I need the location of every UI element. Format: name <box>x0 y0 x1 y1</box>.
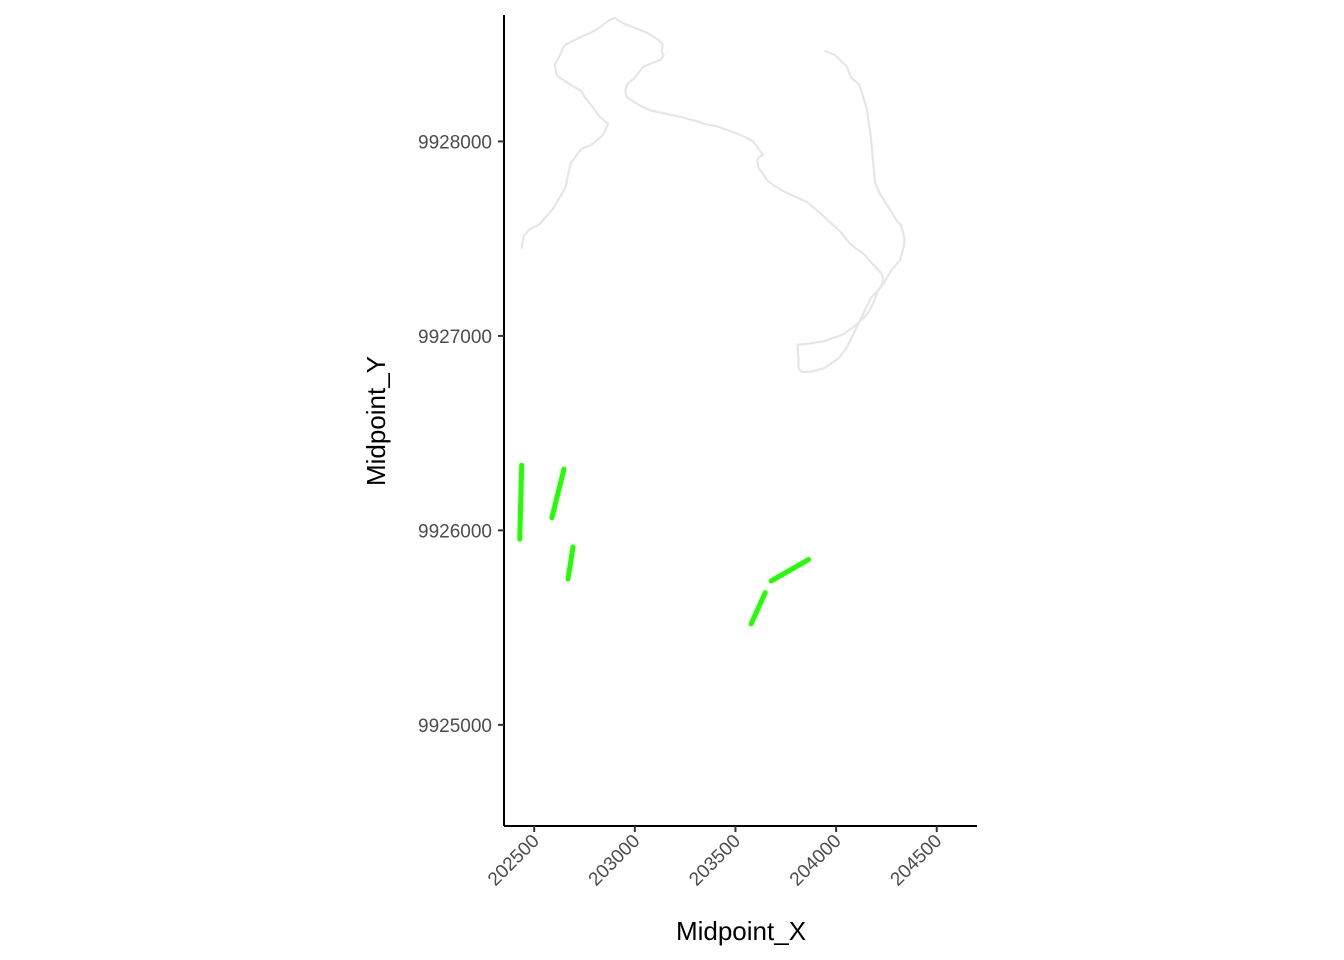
x-tick-label: 204000 <box>786 831 846 891</box>
y-tick-label: 9925000 <box>418 716 492 737</box>
highlight-segment <box>565 544 576 582</box>
highlight-segment <box>549 466 567 521</box>
y-axis-title: Midpoint_Y <box>361 356 391 486</box>
y-tick-label: 9926000 <box>418 521 492 542</box>
x-tick-label: 203000 <box>585 831 645 891</box>
highlight-segment <box>517 462 525 542</box>
y-tick-label: 9927000 <box>418 327 492 348</box>
highlight-segment <box>748 590 768 627</box>
x-axis-title: Midpoint_X <box>676 916 806 946</box>
y-ticks: 9925000 9926000 9927000 9928000 <box>418 132 504 737</box>
x-tick-label: 204500 <box>887 831 947 891</box>
x-tick-label: 202500 <box>484 831 544 891</box>
y-tick-label: 9928000 <box>418 132 492 153</box>
outline-path <box>520 16 906 373</box>
x-ticks: 202500 203000 203500 204000 204500 <box>484 826 946 890</box>
highlight-segment <box>768 557 812 584</box>
plot-area <box>517 16 906 627</box>
x-tick-label: 203500 <box>685 831 745 891</box>
